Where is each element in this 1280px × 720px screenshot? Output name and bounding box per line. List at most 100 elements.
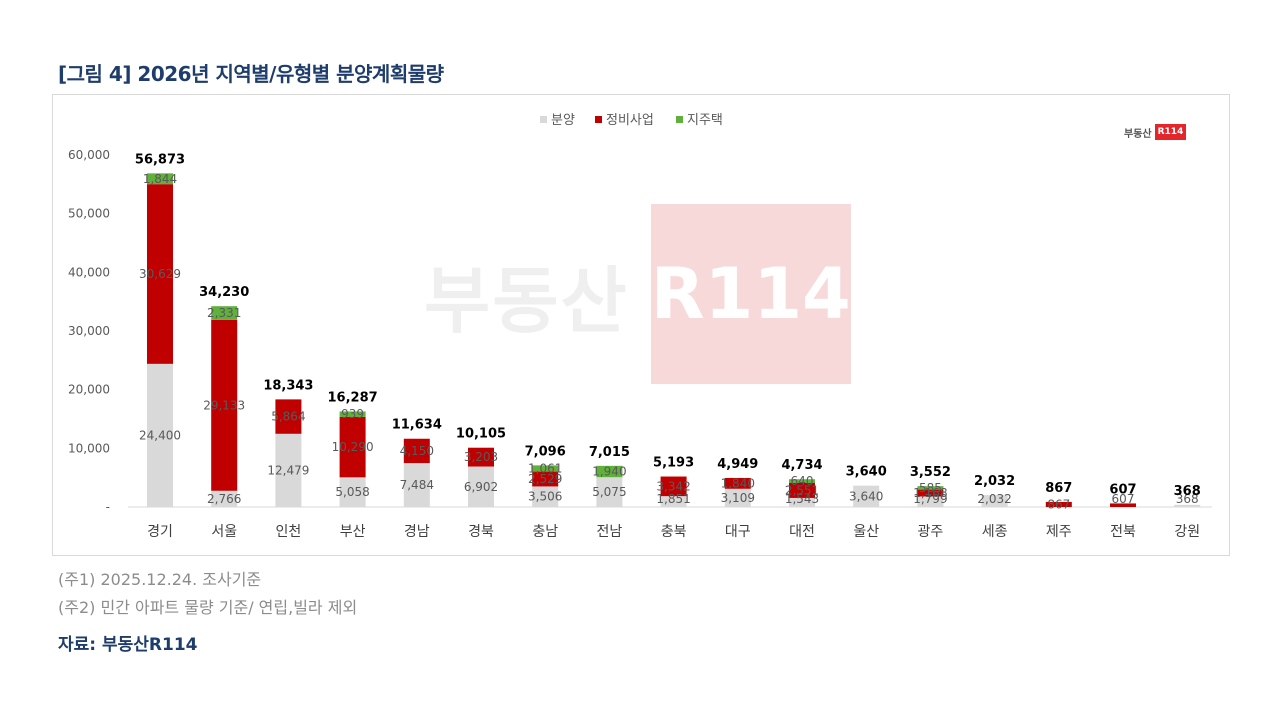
x-tick-label: 서울	[211, 524, 237, 540]
data-label-분양: 1,851	[656, 492, 690, 506]
legend-swatch	[595, 116, 602, 123]
data-label-분양: 6,902	[464, 480, 498, 494]
bar-분양	[981, 495, 1008, 507]
y-tick-label: 30,000	[68, 324, 110, 338]
bar-정비사업	[468, 447, 494, 467]
y-tick-label: 10,000	[68, 441, 110, 455]
data-label-지주택: 585	[919, 481, 942, 495]
data-label-지주택: 1,061	[528, 461, 562, 475]
chart-title: [그림 4] 2026년 지역별/유형별 분양계획물량	[58, 62, 444, 86]
data-label-분양: 5,058	[335, 485, 369, 499]
source-label: 자료: 부동산R114	[58, 635, 198, 655]
data-label-정비사업: 10,290	[332, 440, 374, 454]
y-tick-label: -	[106, 500, 110, 514]
legend-swatch	[676, 116, 683, 123]
total-label: 11,634	[392, 418, 442, 433]
total-label: 4,949	[717, 457, 758, 472]
bar-지주택	[532, 465, 559, 472]
x-tick-label: 부산	[340, 524, 366, 540]
bar-정비사업	[724, 477, 751, 489]
data-label-정비사업: 5,864	[271, 410, 305, 424]
bar-분양	[147, 363, 173, 507]
bar-정비사업	[789, 482, 815, 498]
total-label: 368	[1174, 484, 1201, 499]
x-tick-label: 광주	[918, 524, 944, 540]
data-label-분양: 2,766	[207, 492, 241, 506]
legend-label: 정비사업	[606, 113, 654, 128]
bar-분양	[660, 496, 687, 507]
data-label-분양: 7,484	[400, 478, 434, 492]
data-label-정비사업: 30,629	[139, 267, 181, 281]
data-label-정비사업: 3,203	[464, 450, 498, 464]
total-label: 4,734	[781, 458, 822, 473]
note-1: (주1) 2025.12.24. 조사기준	[58, 570, 262, 589]
x-tick-label: 전남	[597, 524, 623, 540]
bar-지주택	[211, 306, 238, 320]
legend-label: 지주택	[687, 113, 723, 128]
x-tick-label: 전북	[1110, 524, 1136, 540]
bar-정비사업	[1110, 503, 1136, 507]
note-2: (주2) 민간 아파트 물량 기준/ 연립,빌라 제외	[58, 598, 358, 617]
bar-분양	[532, 486, 559, 507]
data-label-정비사업: 3,342	[656, 479, 690, 493]
legend-label: 분양	[551, 113, 575, 128]
data-label-지주택: 640	[791, 474, 814, 488]
bar-분양	[403, 463, 430, 507]
data-label-분양: 2,032	[977, 492, 1011, 506]
data-label-분양: 24,400	[139, 428, 181, 442]
data-label-분양: 1,799	[913, 492, 947, 506]
data-label-정비사업: 2,551	[785, 483, 819, 497]
brand-badge: R114	[1154, 124, 1187, 140]
y-tick-label: 20,000	[68, 383, 110, 397]
bar-분양	[468, 466, 494, 507]
data-label-분양: 3,640	[849, 489, 883, 503]
total-label: 34,230	[199, 285, 249, 300]
bar-지주택	[789, 479, 815, 483]
total-label: 2,032	[974, 474, 1015, 489]
data-label-지주택: 1,940	[592, 465, 626, 479]
x-tick-label: 인천	[276, 524, 302, 540]
legend-swatch	[540, 116, 547, 123]
chart-frame	[52, 94, 1230, 556]
bar-정비사업	[403, 438, 430, 464]
bar-지주택	[147, 173, 173, 185]
x-tick-label: 울산	[853, 524, 879, 540]
bar-분양	[1174, 504, 1201, 507]
x-tick-label: 경남	[404, 524, 430, 540]
total-label: 7,015	[589, 445, 630, 460]
total-label: 16,287	[328, 390, 378, 405]
data-label-지주택: 2,331	[207, 306, 241, 320]
bar-분양	[275, 433, 302, 507]
bar-정비사업	[275, 399, 302, 434]
total-label: 10,105	[456, 427, 506, 442]
data-label-정비사업: 29,133	[203, 398, 245, 412]
data-label-분양: 368	[1176, 492, 1199, 506]
x-tick-label: 경북	[468, 524, 494, 540]
notes: (주1) 2025.12.24. 조사기준 (주2) 민간 아파트 물량 기준/…	[58, 566, 357, 622]
bar-분양	[789, 497, 815, 507]
x-tick-label: 강원	[1174, 524, 1200, 540]
y-tick-label: 50,000	[68, 207, 110, 221]
y-tick-label: 60,000	[68, 148, 110, 162]
bar-지주택	[596, 465, 623, 478]
brand-logo: 부동산 R114	[1124, 124, 1187, 140]
bar-정비사업	[339, 416, 366, 478]
x-tick-label: 충북	[661, 524, 687, 540]
bar-정비사업	[660, 476, 687, 497]
bar-지주택	[339, 411, 366, 417]
total-label: 5,193	[653, 456, 694, 471]
data-label-분양: 1,543	[785, 492, 819, 506]
x-tick-label: 세종	[982, 524, 1008, 540]
data-label-정비사업: 1,168	[913, 486, 947, 500]
bar-분양	[917, 496, 944, 507]
y-tick-label: 40,000	[68, 265, 110, 279]
bar-분양	[596, 477, 623, 507]
data-label-지주택: 1,844	[143, 172, 177, 186]
x-tick-label: 대전	[789, 524, 815, 540]
data-label-지주택: 939	[341, 407, 364, 421]
bar-정비사업	[1045, 501, 1072, 507]
data-label-분양: 5,075	[592, 485, 626, 499]
total-label: 3,552	[910, 465, 951, 480]
total-label: 3,640	[846, 465, 887, 480]
bar-정비사업	[147, 184, 173, 364]
